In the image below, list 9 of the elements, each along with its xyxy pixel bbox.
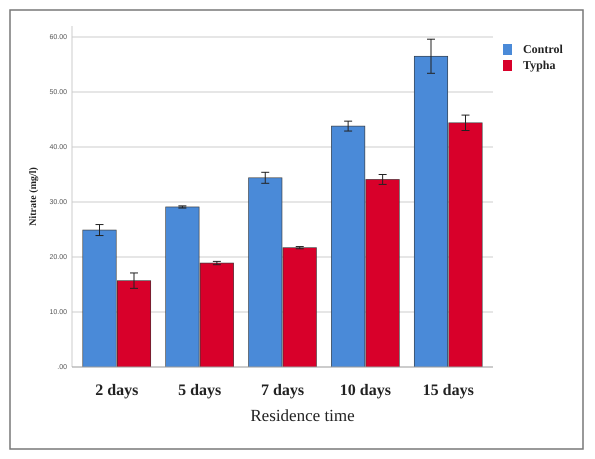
x-tick-label: 10 days — [340, 382, 391, 399]
x-tick-label: 5 days — [178, 382, 222, 399]
x-axis-title: Residence time — [250, 406, 355, 425]
y-axis-title: Nitrate (mg/l) — [28, 167, 39, 226]
legend-label: Typha — [523, 58, 556, 72]
legend-label: Control — [523, 42, 564, 56]
x-tick-label: 2 days — [95, 382, 138, 399]
x-tick-label: 7 days — [260, 382, 304, 399]
x-tick-label: 15 days — [422, 382, 474, 399]
